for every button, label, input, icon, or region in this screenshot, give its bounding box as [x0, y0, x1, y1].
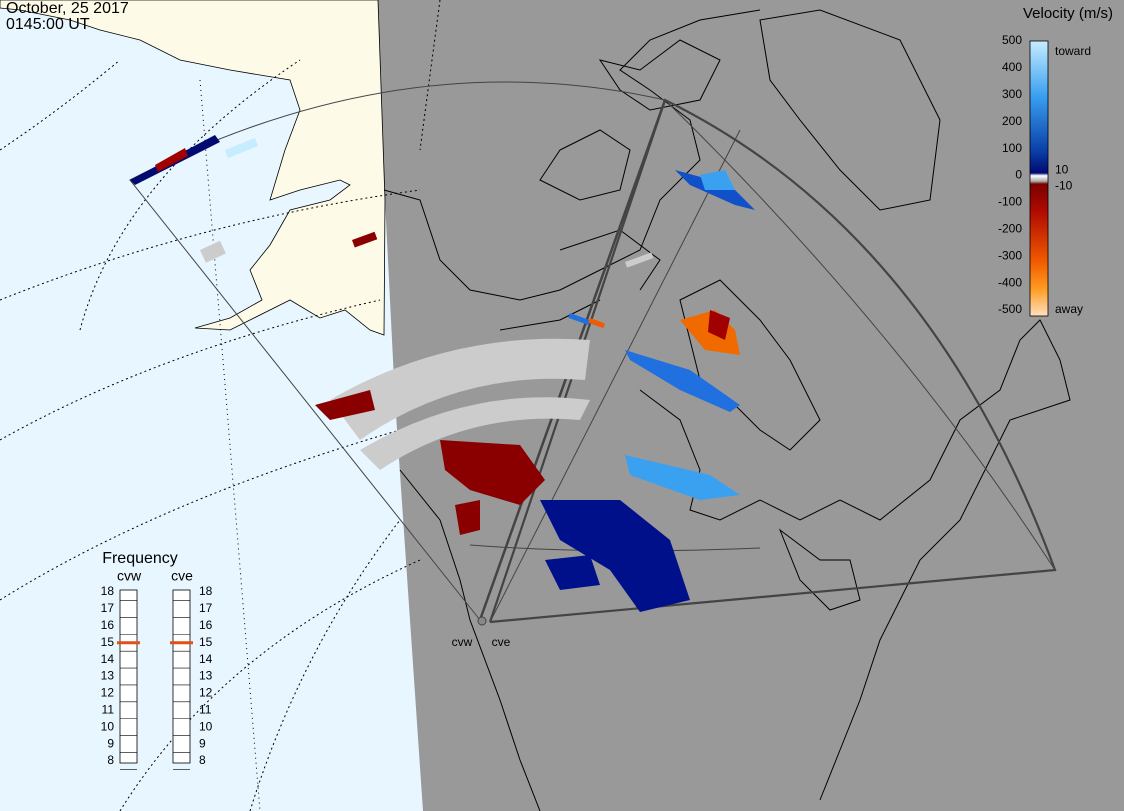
graticule — [0, 0, 441, 811]
frequency-tick-label: 12 — [199, 686, 213, 700]
frequency-tick-label: 18 — [101, 584, 115, 598]
station-label: cve — [492, 635, 511, 649]
frequency-tick-label: 14 — [101, 652, 115, 666]
frequency-column — [119, 589, 138, 764]
frequency-tick-label: 17 — [101, 601, 115, 615]
velocity-tick-label: -200 — [998, 221, 1022, 235]
frequency-tick-label: 18 — [199, 584, 213, 598]
away-label: away — [1055, 302, 1083, 316]
station-marker — [477, 616, 487, 626]
frequency-tick-label: 9 — [199, 736, 206, 750]
frequency-tick-label: 10 — [101, 719, 115, 733]
frequency-tick-label: 13 — [101, 669, 115, 683]
radar-name: cve — [171, 568, 193, 584]
velocity-ticks: 500 400 300 200 100 0 -100 -200 -300 -400 -500 10 -1… — [998, 33, 1073, 316]
night-shade — [378, 0, 1124, 811]
frequency-tick-label: 11 — [199, 702, 212, 716]
frequency-column — [172, 589, 191, 764]
velocity-tick-label: -100 — [998, 195, 1022, 209]
frequency-tick-label: 15 — [199, 635, 213, 649]
velocity-title: Velocity (m/s) — [1023, 5, 1113, 22]
frequency-tick-label: 8 — [107, 753, 114, 767]
station-label: cvw — [452, 635, 473, 649]
frequency-tick-label: 10 — [199, 719, 213, 733]
frequency-tick-label: 15 — [101, 635, 115, 649]
velocity-tick-label: 0 — [1015, 168, 1022, 182]
frequency-tick-label: 12 — [101, 686, 115, 700]
velocity-echoes — [130, 135, 755, 612]
frequency-tick-label: 14 — [199, 652, 213, 666]
velocity-tick-label: 400 — [1002, 60, 1022, 74]
frequency-tick-label: 17 — [199, 601, 213, 615]
radar-name: cvw — [117, 568, 142, 584]
toward-label: toward — [1055, 44, 1091, 58]
frequency-panel: cvw18171615141312111098cve18171615141312… — [101, 568, 213, 770]
frequency-tick-label: 13 — [199, 669, 213, 683]
frequency-tick-label: 9 — [107, 736, 114, 750]
velocity-tick-label: -300 — [998, 248, 1022, 262]
velocity-inner-tick-label: -10 — [1055, 179, 1073, 193]
frequency-tick-label: 8 — [199, 753, 206, 767]
frequency-tick-label: 16 — [101, 618, 115, 632]
frequency-tick-label: 16 — [199, 618, 213, 632]
land-day — [0, 0, 386, 336]
velocity-tick-label: 300 — [1002, 87, 1022, 101]
velocity-tick-label: -400 — [998, 275, 1022, 289]
date: October, 25 2017 — [6, 0, 129, 17]
frequency-tick-label: 11 — [102, 702, 115, 716]
frequency-title: Frequency — [102, 550, 178, 567]
velocity-tick-label: 200 — [1002, 114, 1022, 128]
coastlines — [383, 9, 1071, 811]
time: 0145:00 UT — [6, 16, 90, 33]
velocity-colorbar — [1029, 40, 1049, 317]
velocity-tick-label: 100 — [1002, 141, 1022, 155]
velocity-inner-tick-label: 10 — [1055, 163, 1069, 177]
velocity-tick-label: 500 — [1002, 33, 1022, 47]
velocity-tick-label: -500 — [998, 302, 1022, 316]
